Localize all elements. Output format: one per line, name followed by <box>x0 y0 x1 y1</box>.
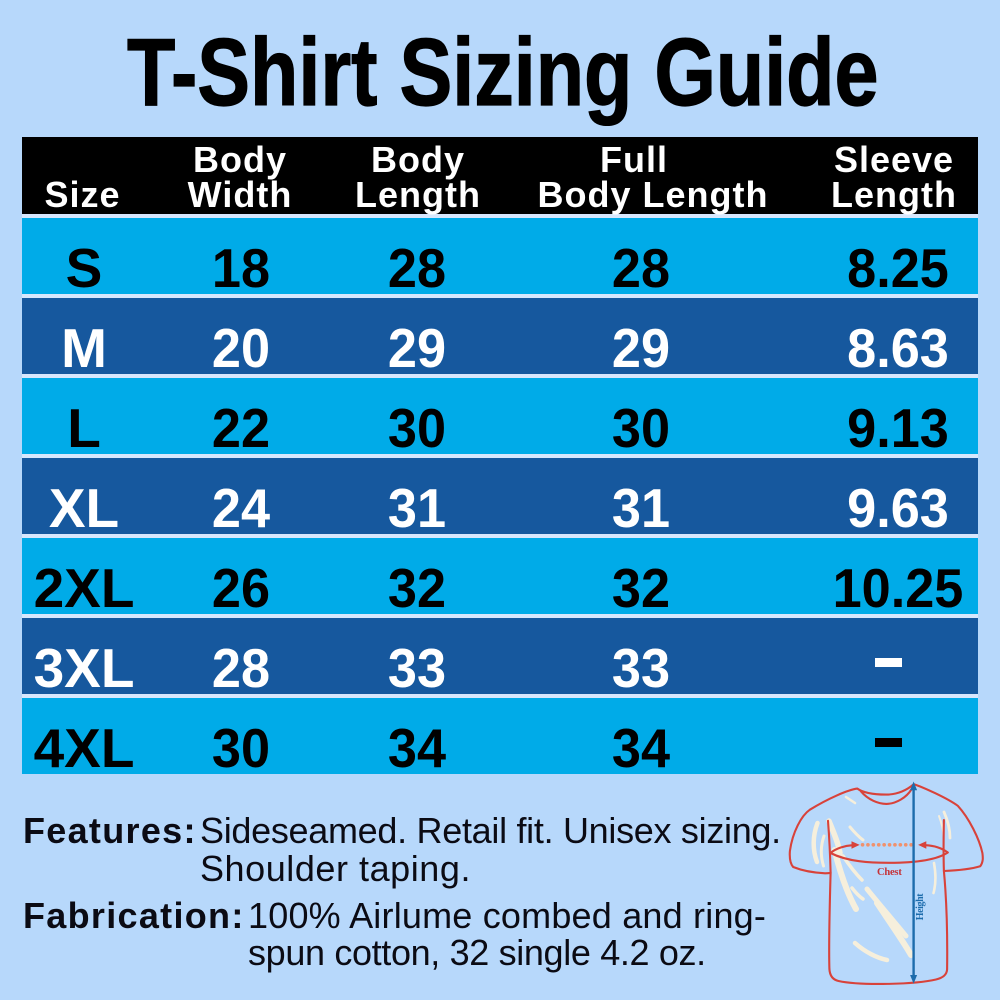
svg-text:Chest: Chest <box>877 867 902 878</box>
svg-text:Height: Height <box>915 893 926 921</box>
